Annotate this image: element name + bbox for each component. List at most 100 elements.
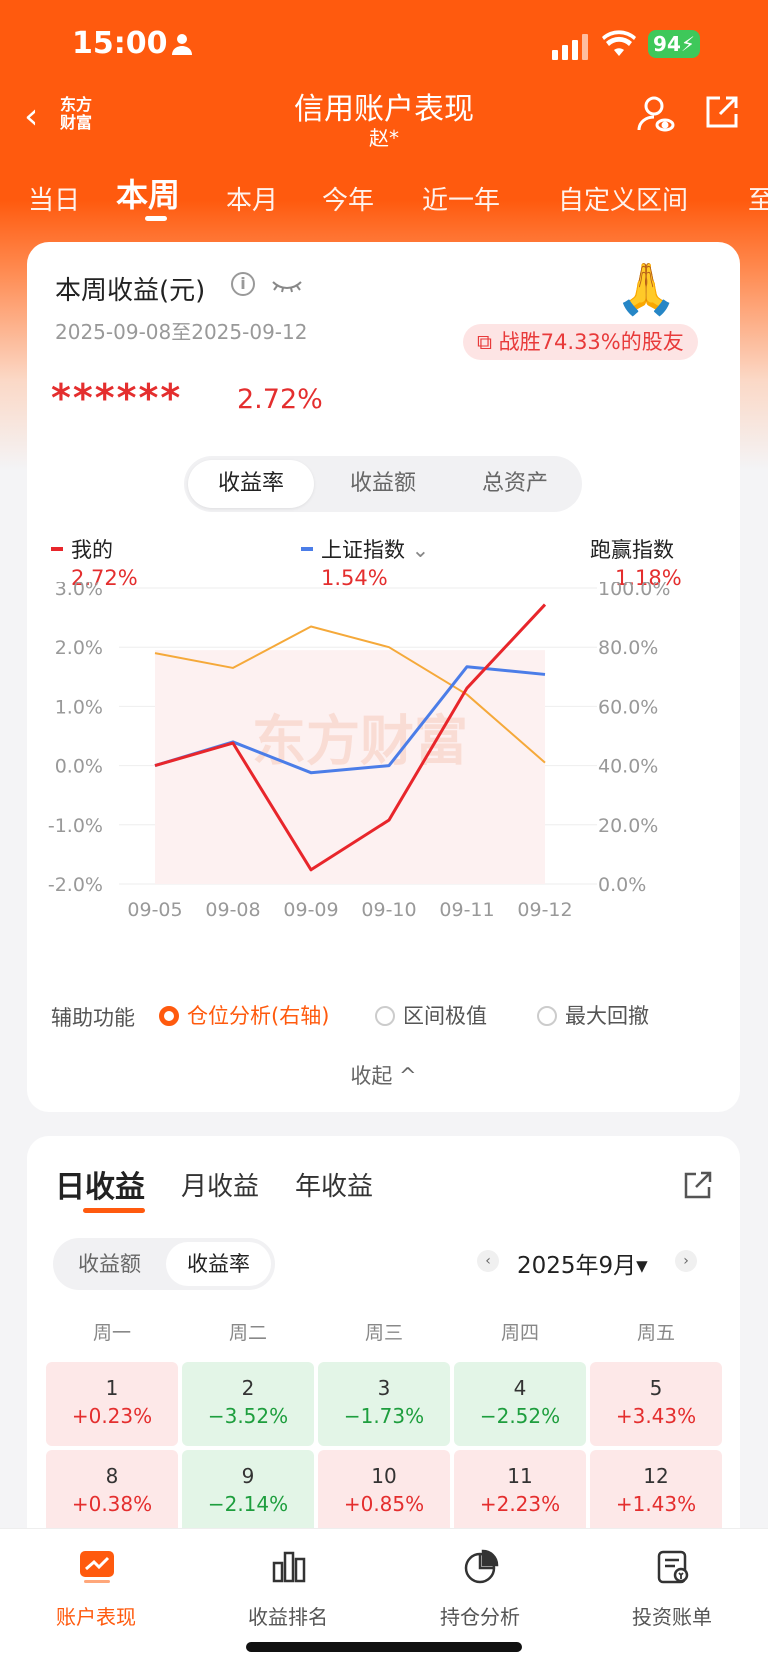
radio-off <box>375 1006 395 1026</box>
calendar-day-number: 3 <box>377 1376 391 1400</box>
calendar-day-cell[interactable]: 2 −3.52% <box>182 1362 314 1446</box>
calendar-day-cell[interactable]: 9 −2.14% <box>182 1450 314 1534</box>
weekday-label: 周一 <box>92 1322 131 1344</box>
tab-this-year[interactable]: 今年 <box>322 186 375 216</box>
beat-badge[interactable]: ⧉ 战胜74.33%的股友 <box>463 324 698 360</box>
nav-return-ranking[interactable]: 收益排名 <box>192 1529 384 1630</box>
prev-month-button[interactable]: ‹ <box>477 1250 499 1272</box>
calendar-day-number: 11 <box>507 1464 533 1488</box>
calendar-day-return: +2.23% <box>479 1492 561 1516</box>
nav-account-performance[interactable]: 账户表现 <box>0 1529 192 1630</box>
x-tick: 09-10 <box>361 899 416 921</box>
tab-this-month[interactable]: 本月 <box>226 186 279 216</box>
legend-mine-value: 2.72% <box>71 566 138 590</box>
tab-today[interactable]: 当日 <box>28 186 81 216</box>
date-range: 2025-09-08至2025-09-12 <box>55 320 308 344</box>
period-tabs: 当日 本周 本月 今年 近一年 自定义区间 至 <box>0 170 768 224</box>
y-right-tick: 40.0% <box>598 756 658 778</box>
return-chart: 3.0% 100.0% 2.0% 80.0% 1.0% 60.0% 0.0% 40.0% -1.… <box>48 582 671 921</box>
y-left-tick: 2.0% <box>55 637 103 659</box>
bill-icon <box>657 1550 689 1584</box>
y-right-tick: 80.0% <box>598 637 658 659</box>
y-left-tick: -2.0% <box>48 874 103 896</box>
nav-bar: ‹ 东方 财富 信用账户表现 赵* <box>0 78 768 158</box>
x-tick: 09-12 <box>517 899 572 921</box>
radio-extreme-label: 区间极值 <box>403 1004 487 1028</box>
calendar-day-return: +0.38% <box>71 1492 153 1516</box>
aux-label: 辅助功能 <box>51 1006 135 1030</box>
daily-returns-card: 日收益 月收益 年收益 收益额 收益率 ‹ 2025年9月▾ › 周一 周二 周… <box>27 1136 740 1556</box>
tab-last-year[interactable]: 近一年 <box>422 186 501 216</box>
radio-position-analysis[interactable]: 仓位分析(右轴) <box>159 1000 329 1030</box>
calendar-day-number: 2 <box>241 1376 255 1400</box>
segment-assets[interactable]: 总资产 <box>481 471 548 496</box>
info-icon[interactable]: i <box>231 272 255 296</box>
home-indicator <box>246 1642 522 1652</box>
daily-tab-indicator <box>83 1208 145 1213</box>
radio-position-label: 仓位分析(右轴) <box>187 1004 330 1028</box>
weekday-label: 周二 <box>228 1322 267 1344</box>
battery-level: 94 <box>653 32 681 56</box>
bar-chart-icon <box>272 1551 306 1583</box>
calendar-day-cell[interactable]: 8 +0.38% <box>46 1450 178 1534</box>
legend-mine: 我的 <box>51 534 113 564</box>
calendar-day-number: 12 <box>643 1464 669 1488</box>
eye-closed-icon[interactable] <box>271 278 303 294</box>
calendar-day-return: +0.85% <box>343 1492 425 1516</box>
calendar-day-return: −1.73% <box>343 1404 425 1428</box>
tab-custom-range[interactable]: 自定义区间 <box>558 186 689 216</box>
radio-off <box>537 1006 557 1026</box>
share-icon[interactable] <box>704 94 740 130</box>
x-tick: 09-08 <box>205 899 260 921</box>
calendar-day-cell[interactable]: 3 −1.73% <box>318 1362 450 1446</box>
calendar-day-return: −3.52% <box>207 1404 289 1428</box>
collapse-button[interactable]: 收起 ^ <box>350 1064 417 1088</box>
tab-yearly[interactable]: 年收益 <box>295 1172 374 1202</box>
privacy-eye-user-icon[interactable] <box>636 94 676 134</box>
x-tick: 09-05 <box>127 899 182 921</box>
calendar-day-cell[interactable]: 12 +1.43% <box>590 1450 722 1534</box>
legend-index[interactable]: 上证指数 ⌄ <box>301 534 429 564</box>
calendar-day-cell[interactable]: 10 +0.85% <box>318 1450 450 1534</box>
radio-max-drawdown[interactable]: 最大回撤 <box>537 1000 649 1030</box>
nav-investment-bill[interactable]: 投资账单 <box>576 1529 768 1630</box>
calendar-day-number: 8 <box>105 1464 119 1488</box>
status-bar: 15:00 94⚡ <box>72 26 728 66</box>
tab-monthly[interactable]: 月收益 <box>181 1172 260 1202</box>
pie-chart-icon <box>464 1549 499 1584</box>
app-logo: 东方 财富 <box>60 95 93 132</box>
calendar-day-cell[interactable]: 5 +3.43% <box>590 1362 722 1446</box>
calendar-day-number: 9 <box>241 1464 255 1488</box>
segment-amount[interactable]: 收益额 <box>78 1252 141 1276</box>
legend-beat-label: 跑赢指数 <box>590 538 674 562</box>
calendar-day-cell[interactable]: 1 +0.23% <box>46 1362 178 1446</box>
calendar-day-cell[interactable]: 4 −2.52% <box>454 1362 586 1446</box>
back-button[interactable]: ‹ <box>24 96 39 137</box>
metric-segment: 收益率 收益额 总资产 <box>184 456 582 512</box>
clock: 15:00 <box>72 26 168 61</box>
share-icon[interactable] <box>683 1170 713 1200</box>
tab-this-week[interactable]: 本周 <box>116 176 181 214</box>
nav-label: 持仓分析 <box>440 1605 520 1629</box>
segment-rate[interactable]: 收益率 <box>188 460 314 508</box>
next-month-button[interactable]: › <box>675 1250 697 1272</box>
x-tick: 09-11 <box>439 899 494 921</box>
tab-daily[interactable]: 日收益 <box>55 1170 145 1205</box>
clap-icon: 🙏 <box>615 260 678 318</box>
y-left-tick: -1.0% <box>48 815 103 837</box>
y-left-tick: 1.0% <box>55 696 103 718</box>
calendar-day-cell[interactable]: 11 +2.23% <box>454 1450 586 1534</box>
y-left-tick: 3.0% <box>55 582 103 600</box>
calendar-day-return: +3.43% <box>615 1404 697 1428</box>
nav-holdings-analysis[interactable]: 持仓分析 <box>384 1529 576 1630</box>
active-tab-indicator <box>145 216 167 221</box>
segment-amount[interactable]: 收益额 <box>349 471 416 496</box>
tab-more[interactable]: 至 <box>748 186 768 216</box>
radio-range-extreme[interactable]: 区间极值 <box>375 1000 487 1030</box>
bottom-nav: 账户表现 收益排名 持仓分析 投资账单 <box>0 1528 768 1663</box>
month-selector[interactable]: 2025年9月▾ <box>517 1253 648 1279</box>
segment-rate[interactable]: 收益率 <box>166 1242 271 1286</box>
calendar-day-return: −2.14% <box>207 1492 289 1516</box>
calendar-day-number: 4 <box>513 1376 527 1400</box>
battery-indicator: 94⚡ <box>648 30 700 58</box>
